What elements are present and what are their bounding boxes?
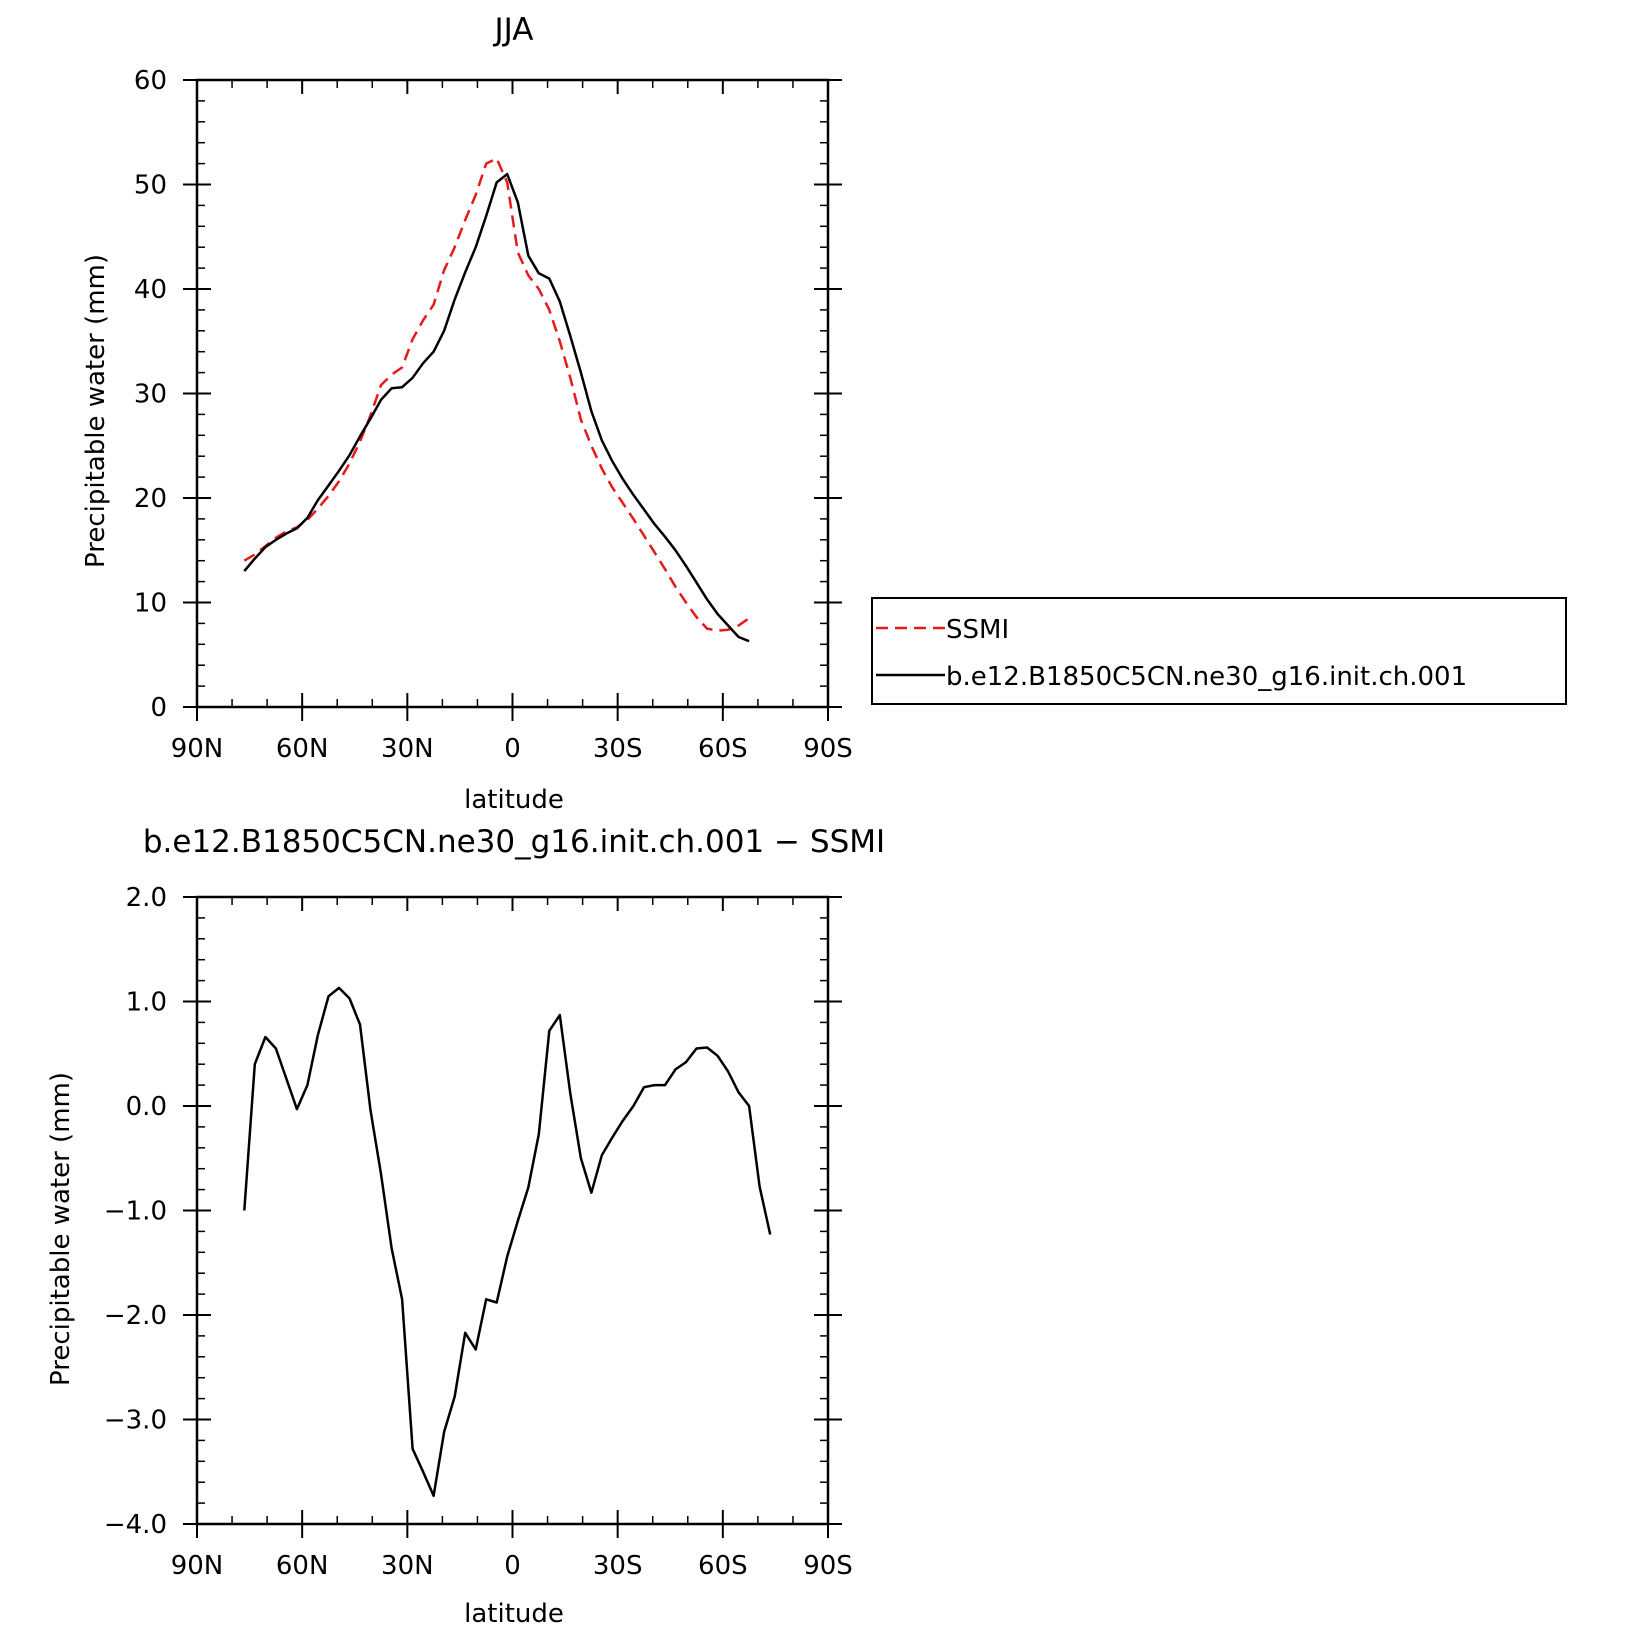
- x-tick-label: 90S: [803, 734, 853, 764]
- x-tick-label: 30N: [381, 734, 434, 764]
- top-x-axis-title: latitude: [464, 785, 564, 815]
- x-tick-label: 60N: [276, 1551, 329, 1581]
- x-tick-label: 30S: [593, 1551, 643, 1581]
- x-tick-label: 60N: [276, 734, 329, 764]
- y-tick-label: 60: [134, 66, 167, 96]
- bottom-y-axis-title: Precipitable water (mm): [46, 1072, 76, 1386]
- bottom-tick-marks: [183, 896, 842, 1538]
- x-tick-label: 0: [504, 734, 521, 764]
- x-tick-label: 60S: [698, 1551, 748, 1581]
- bottom-x-axis-title: latitude: [464, 1599, 564, 1625]
- difference-line: [243, 986, 772, 1498]
- top-chart-title: JJA: [493, 12, 534, 48]
- x-tick-label: 30N: [381, 1551, 434, 1581]
- x-tick-label: 90N: [171, 1551, 224, 1581]
- y-tick-label: −3.0: [104, 1406, 167, 1436]
- bottom-y-tick-labels: −4.0 −3.0 −2.0 −1.0 0.0 1.0 2.0: [104, 883, 167, 1540]
- y-tick-label: 30: [134, 380, 167, 410]
- y-tick-label: 0: [150, 693, 167, 723]
- bottom-plot-frame: [195, 895, 830, 1526]
- x-tick-label: 0: [504, 1551, 521, 1581]
- x-tick-label: 60S: [698, 734, 748, 764]
- y-tick-label: −4.0: [104, 1510, 167, 1540]
- top-tick-marks: [183, 79, 842, 721]
- y-tick-label: 20: [134, 484, 167, 514]
- legend: SSMI b.e12.B1850C5CN.ne30_g16.init.ch.00…: [871, 597, 1567, 705]
- bottom-x-tick-labels: 90N 60N 30N 0 30S 60S 90S: [171, 1551, 853, 1581]
- x-tick-label: 30S: [593, 734, 643, 764]
- bottom-series-lines: [243, 986, 772, 1498]
- y-tick-label: −1.0: [104, 1197, 167, 1227]
- top-y-tick-labels: 0 10 20 30 40 50 60: [134, 66, 167, 723]
- y-tick-label: −2.0: [104, 1301, 167, 1331]
- top-x-tick-labels: 90N 60N 30N 0 30S 60S 90S: [171, 734, 853, 764]
- y-tick-label: 50: [134, 171, 167, 201]
- y-tick-label: 1.0: [126, 988, 167, 1018]
- x-tick-label: 90N: [171, 734, 224, 764]
- x-tick-label: 90S: [803, 1551, 853, 1581]
- y-tick-label: 10: [134, 589, 167, 619]
- y-tick-label: 40: [134, 275, 167, 305]
- bottom-panel: b.e12.B1850C5CN.ne30_g16.init.ch.001 − S…: [46, 824, 885, 1629]
- y-tick-label: 2.0: [126, 883, 167, 913]
- ssmi-line: [243, 157, 750, 632]
- top-panel: JJA 0 10 20 30 40 50 60 90N 60N 30N 0 30S 60S 90S la…: [81, 12, 853, 815]
- top-plot-frame: [195, 78, 830, 709]
- b-e12-b1850c5cn-ne30-g16-init-ch-001-line: [243, 172, 750, 643]
- legend-label-ssmi: SSMI: [946, 615, 1009, 645]
- y-tick-label: 0.0: [126, 1092, 167, 1122]
- legend-label-model: b.e12.B1850C5CN.ne30_g16.init.ch.001: [946, 662, 1467, 692]
- bottom-chart-title: b.e12.B1850C5CN.ne30_g16.init.ch.001 − S…: [143, 824, 885, 860]
- top-y-axis-title: Precipitable water (mm): [81, 254, 111, 568]
- top-series-lines: [243, 157, 750, 643]
- legend-box: [871, 597, 1567, 705]
